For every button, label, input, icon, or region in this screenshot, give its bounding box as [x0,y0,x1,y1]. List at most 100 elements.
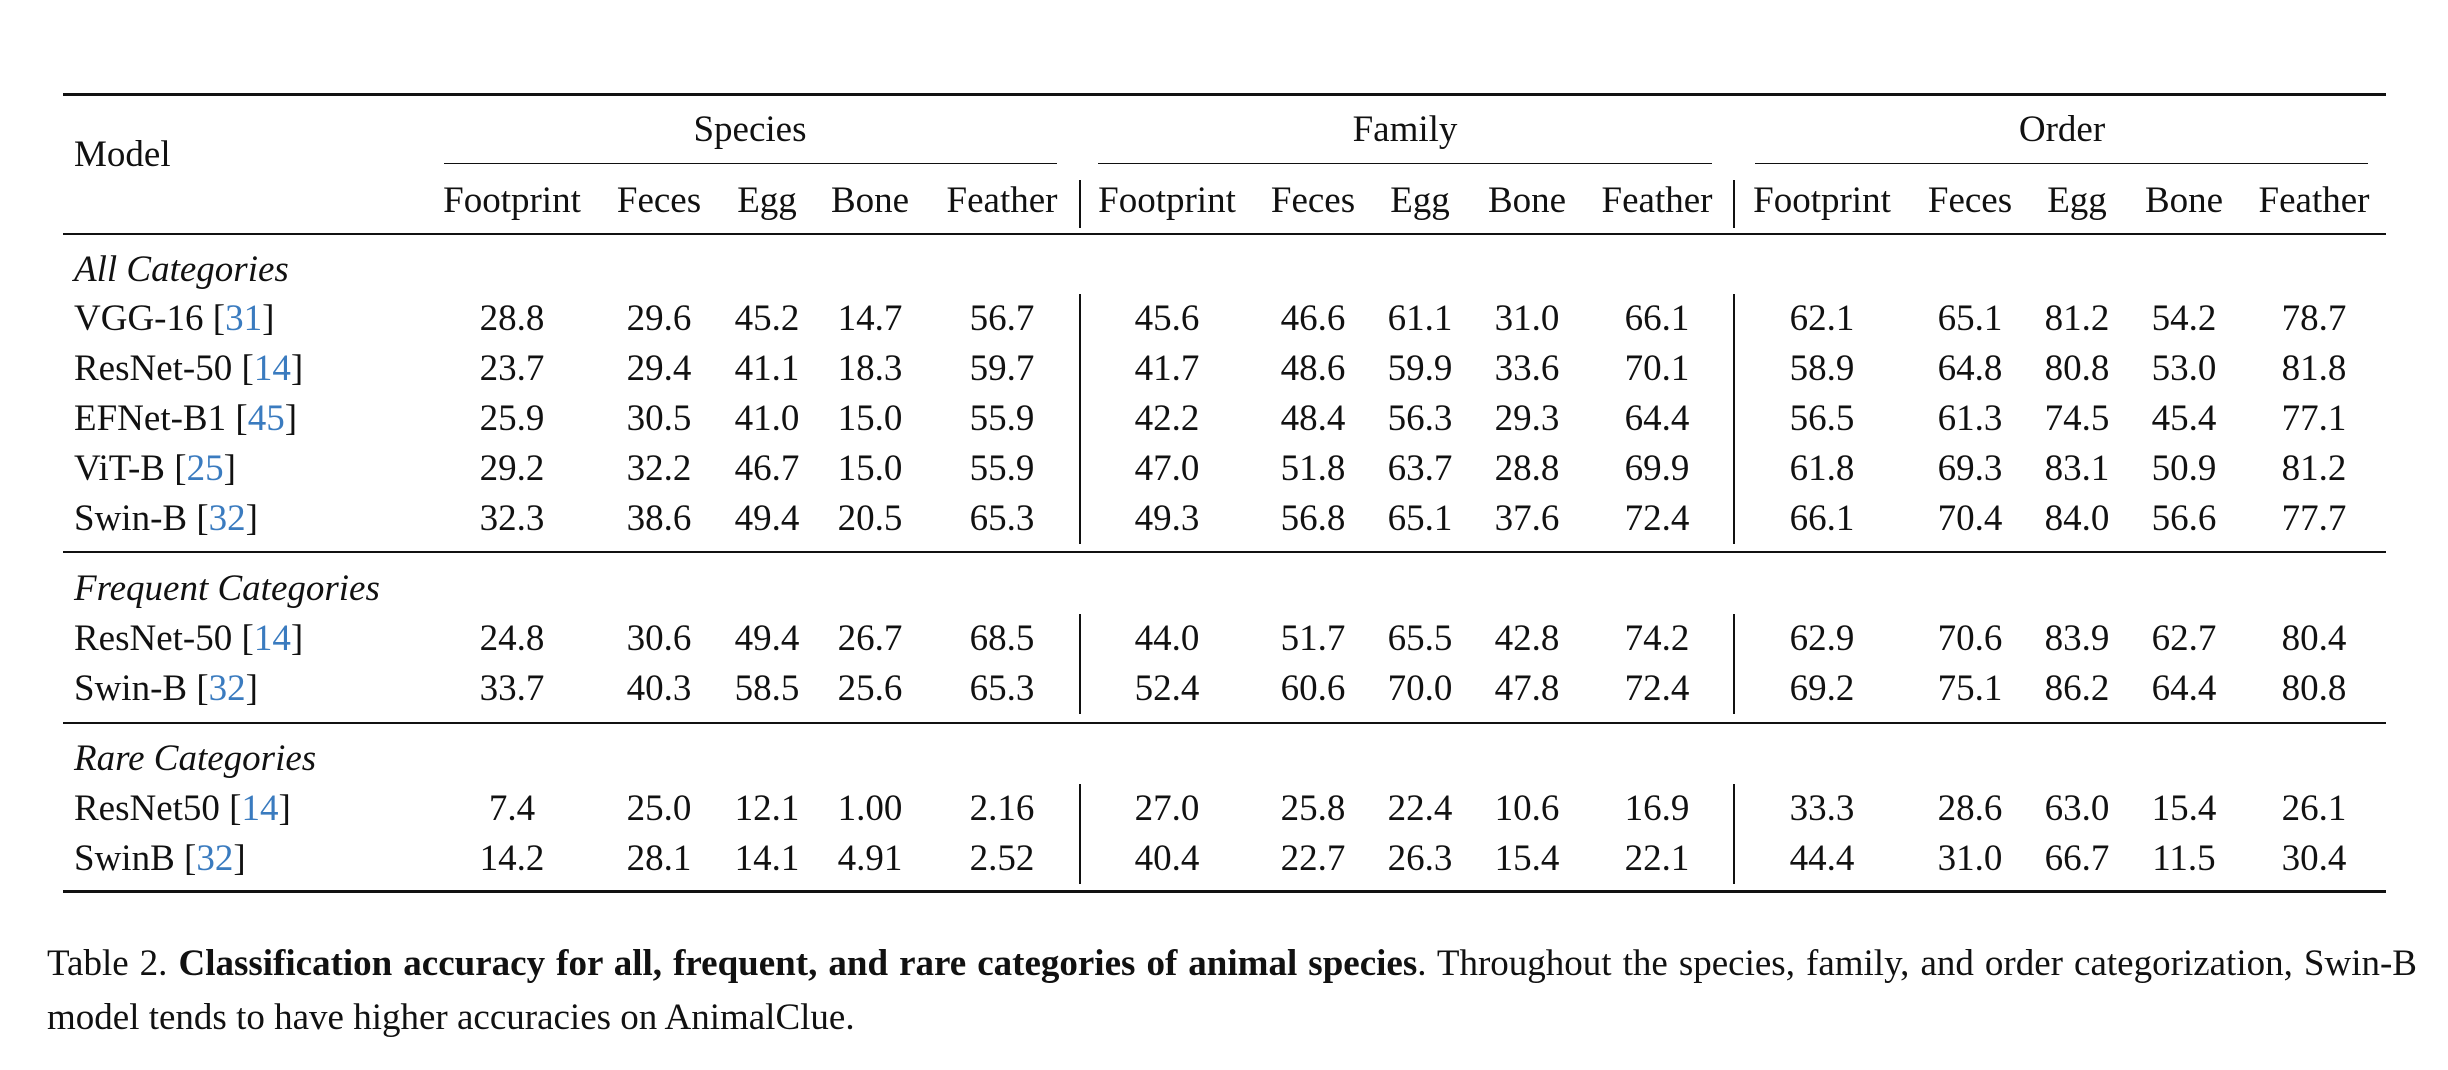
table-cell: 48.6 [1280,348,1346,389]
group-underline [1755,163,2368,164]
table-rule [63,233,2386,235]
table-cell: 70.6 [1937,618,2003,659]
table-cell: 70.0 [1387,668,1453,709]
table-cell: 40.3 [626,668,692,709]
table-cell: 20.5 [837,498,903,539]
table-cell: 30.4 [2281,838,2347,879]
column-header-feces: Feces [1270,180,1356,221]
table-cell: 32.3 [479,498,545,539]
table-cell: 24.8 [479,618,545,659]
model-name: Swin-B [32] [74,498,258,539]
table-cell: 59.7 [969,348,1035,389]
table-cell: 25.0 [626,788,692,829]
citation-link[interactable]: 14 [253,618,291,659]
table-cell: 41.7 [1134,348,1200,389]
table-cell: 10.6 [1494,788,1560,829]
table-cell: 46.7 [734,448,800,489]
table-cell: 45.4 [2151,398,2217,439]
column-header-egg: Egg [1390,180,1450,221]
table-cell: 77.1 [2281,398,2347,439]
column-header-footprint: Footprint [443,180,581,221]
table-cell: 15.0 [837,448,903,489]
citation-link[interactable]: 32 [196,838,234,879]
column-header-egg: Egg [737,180,797,221]
model-name: ResNet-50 [14] [74,618,304,659]
table-cell: 58.5 [734,668,800,709]
table-cell: 23.7 [479,348,545,389]
table-cell: 41.1 [734,348,800,389]
table-cell: 27.0 [1134,788,1200,829]
citation-link[interactable]: 14 [241,788,279,829]
table-cell: 2.52 [969,838,1035,879]
table-cell: 55.9 [969,448,1035,489]
column-separator [1079,180,1081,228]
table-cell: 64.4 [2151,668,2217,709]
table-cell: 69.3 [1937,448,2003,489]
table-cell: 56.5 [1789,398,1855,439]
table-cell: 33.3 [1789,788,1855,829]
table-cell: 2.16 [969,788,1035,829]
table-cell: 25.8 [1280,788,1346,829]
table-cell: 47.8 [1494,668,1560,709]
citation-link[interactable]: 45 [247,398,285,439]
column-separator [1079,784,1081,884]
column-header-feather: Feather [946,180,1058,221]
table-cell: 86.2 [2044,668,2110,709]
table-cell: 38.6 [626,498,692,539]
column-separator [1079,614,1081,714]
table-cell: 26.7 [837,618,903,659]
table-cell: 49.4 [734,618,800,659]
table-cell: 83.9 [2044,618,2110,659]
column-header-bone: Bone [1487,180,1567,221]
citation-link[interactable]: 31 [225,298,263,339]
column-separator [1733,614,1735,714]
table-cell: 22.4 [1387,788,1453,829]
table-cell: 30.5 [626,398,692,439]
citation-link[interactable]: 32 [208,498,246,539]
table-cell: 65.5 [1387,618,1453,659]
table-cell: 60.6 [1280,668,1346,709]
citation-link[interactable]: 14 [253,348,291,389]
citation-link[interactable]: 32 [208,668,246,709]
citation-link[interactable]: 25 [186,448,224,489]
table-cell: 15.4 [1494,838,1560,879]
table-cell: 37.6 [1494,498,1560,539]
model-name: ViT-B [25] [74,448,236,489]
table-cell: 62.9 [1789,618,1855,659]
caption-label: Table 2. [47,943,168,984]
table-cell: 53.0 [2151,348,2217,389]
column-header-footprint: Footprint [1098,180,1236,221]
table-cell: 25.6 [837,668,903,709]
table-cell: 61.1 [1387,298,1453,339]
table-cell: 33.6 [1494,348,1560,389]
table-cell: 72.4 [1624,668,1690,709]
table-cell: 28.8 [1494,448,1560,489]
table-cell: 68.5 [969,618,1035,659]
table-cell: 15.0 [837,398,903,439]
table-cell: 7.4 [488,788,536,829]
table-cell: 63.7 [1387,448,1453,489]
table-cell: 56.7 [969,298,1035,339]
column-header-bone: Bone [2144,180,2224,221]
table-cell: 62.7 [2151,618,2217,659]
section-title: Frequent Categories [74,568,380,609]
group-header-family: Family [1352,109,1458,150]
table-caption: Table 2. Classification accuracy for all… [47,937,2417,1045]
section-title: All Categories [74,249,289,290]
column-header-egg: Egg [2047,180,2107,221]
table-cell: 22.1 [1624,838,1690,879]
table-cell: 62.1 [1789,298,1855,339]
table-cell: 64.8 [1937,348,2003,389]
table-cell: 16.9 [1624,788,1690,829]
table-rule [63,551,2386,553]
table-rule [63,722,2386,724]
column-separator [1079,294,1081,544]
table-cell: 81.2 [2044,298,2110,339]
table-rule [63,890,2386,893]
table-cell: 52.4 [1134,668,1200,709]
table-cell: 49.3 [1134,498,1200,539]
table-cell: 64.4 [1624,398,1690,439]
table-cell: 65.3 [969,498,1035,539]
table-cell: 63.0 [2044,788,2110,829]
